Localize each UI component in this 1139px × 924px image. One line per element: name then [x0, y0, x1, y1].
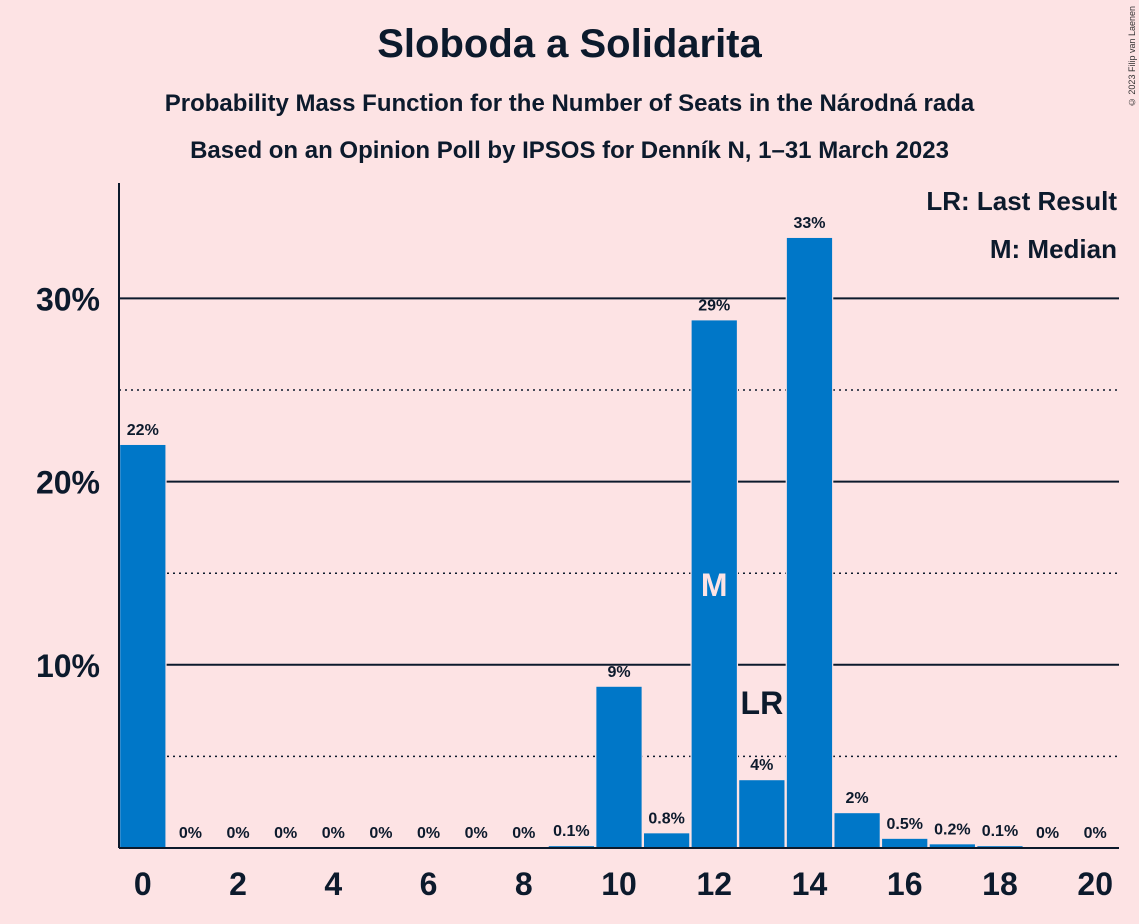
y-tick-label: 30%: [36, 281, 100, 317]
y-tick-label: 10%: [36, 648, 100, 684]
data-label-8: 0%: [512, 825, 535, 842]
data-label-4: 0%: [322, 825, 345, 842]
bar-gap-18: [976, 844, 1024, 848]
bar-15: [834, 813, 880, 848]
x-tick-label: 14: [792, 866, 828, 902]
bar-11: [644, 833, 690, 848]
data-label-9: 0.1%: [553, 823, 589, 840]
data-label-18: 0.1%: [982, 823, 1018, 840]
x-tick-label: 4: [324, 866, 342, 902]
chart-subtitle-poll: Based on an Opinion Poll by IPSOS for De…: [190, 137, 949, 164]
data-label-17: 0.2%: [934, 821, 970, 838]
legend: LR: Last Result M: Median: [926, 186, 1117, 264]
bar-12: [691, 320, 737, 848]
bars: [119, 235, 1024, 848]
bar-14: [786, 237, 833, 848]
x-tick-label: 20: [1077, 866, 1113, 902]
x-tick-label: 10: [601, 866, 637, 902]
data-label-5: 0%: [369, 825, 392, 842]
axes: 10% 20% 30% 0 2 4 6 8 10 12 14 16 18 20: [36, 183, 1119, 902]
data-label-15: 2%: [846, 790, 869, 807]
data-label-13: 4%: [750, 757, 773, 774]
data-label-3: 0%: [274, 825, 297, 842]
median-marker: M: [701, 567, 728, 603]
bar-16: [882, 838, 928, 848]
x-tick-label: 8: [515, 866, 533, 902]
data-label-20: 0%: [1084, 825, 1107, 842]
bar-0: [120, 444, 166, 848]
data-label-19: 0%: [1036, 825, 1059, 842]
x-tick-label: 2: [229, 866, 247, 902]
x-tick-label: 12: [696, 866, 732, 902]
bar-17: [929, 844, 975, 848]
bar-10: [596, 686, 642, 848]
y-tick-label: 20%: [36, 465, 100, 501]
data-label-12: 29%: [698, 297, 730, 314]
bar-13: [739, 780, 785, 848]
data-label-11: 0.8%: [648, 810, 684, 827]
data-label-14: 33%: [793, 215, 825, 232]
last-result-marker: LR: [741, 685, 784, 721]
x-tick-label: 6: [420, 866, 438, 902]
chart-subtitle: Probability Mass Function for the Number…: [164, 90, 975, 117]
bar-gap-9: [547, 844, 596, 848]
x-tick-label: 16: [887, 866, 923, 902]
legend-entry: M: Median: [990, 234, 1117, 264]
x-tick-label: 0: [134, 866, 152, 902]
legend-entry: LR: Last Result: [926, 186, 1117, 216]
data-label-1: 0%: [179, 825, 202, 842]
chart-title: Sloboda a Solidarita: [377, 22, 762, 66]
data-labels: 22% 0% 0% 0% 0% 0% 0% 0% 0% 0.1% 9% 0.8% 29% 4% 33% 2% 0…: [127, 215, 1107, 842]
data-label-2: 0%: [226, 825, 249, 842]
data-label-7: 0%: [465, 825, 488, 842]
data-label-6: 0%: [417, 825, 440, 842]
data-label-0: 22%: [127, 422, 159, 439]
x-tick-label: 18: [982, 866, 1018, 902]
data-label-10: 9%: [607, 664, 630, 681]
data-label-16: 0.5%: [886, 816, 922, 833]
